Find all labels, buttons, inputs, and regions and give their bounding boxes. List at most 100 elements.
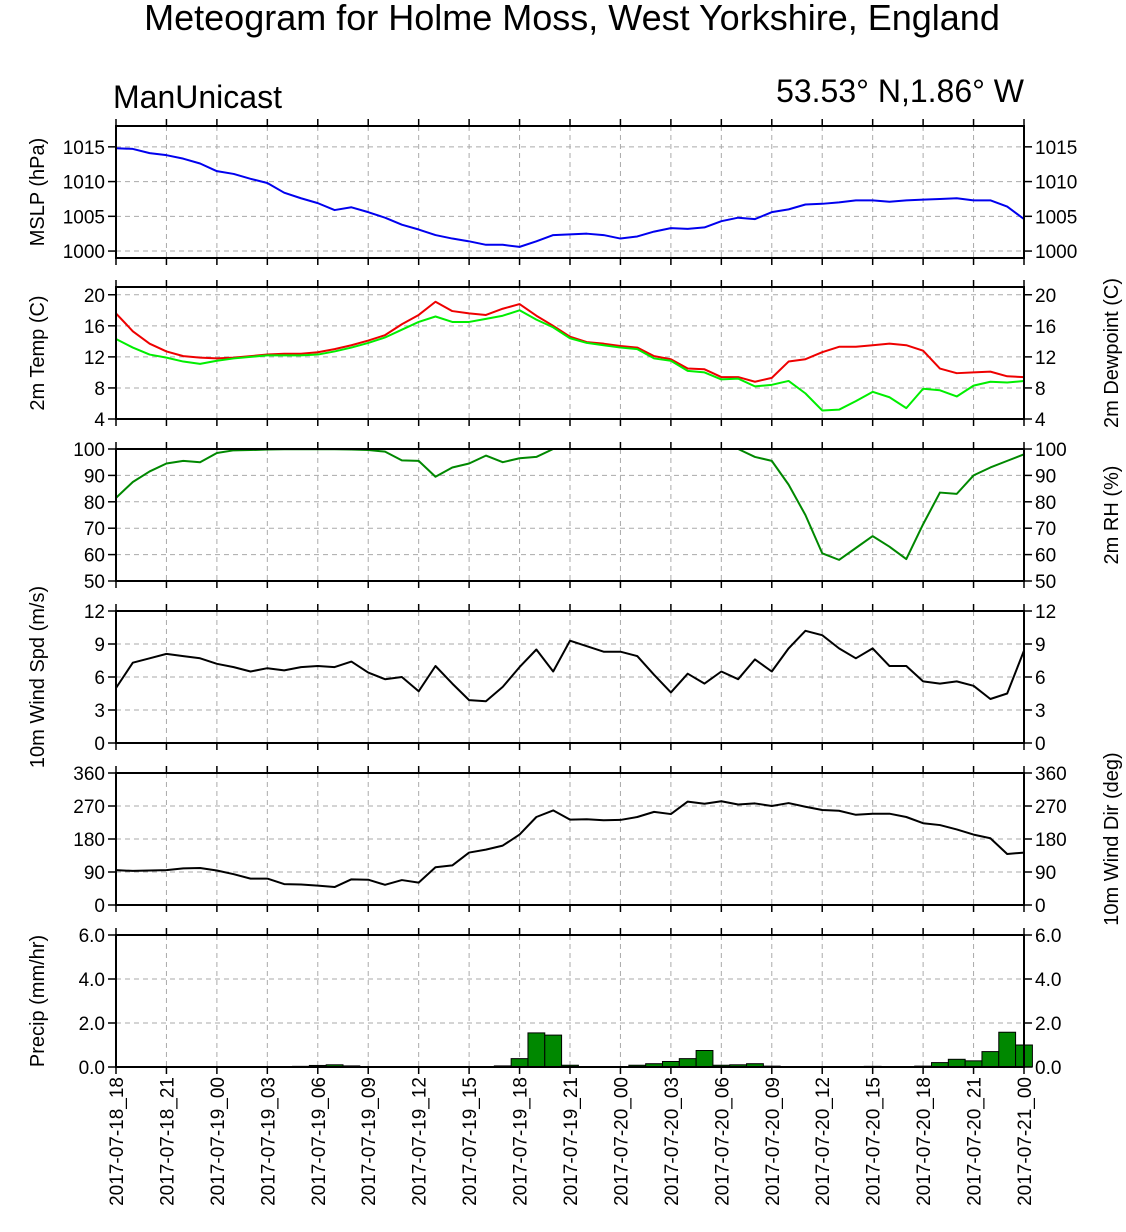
x-tick-label: 2017-07-20_21 [965, 1077, 986, 1206]
y-tick-label-left: 0 [94, 734, 105, 755]
y-tick-label-right: 90 [1035, 466, 1056, 487]
y-tick-label-right: 1010 [1035, 173, 1077, 194]
x-tick-label: 2017-07-18_21 [157, 1077, 178, 1206]
x-tick-label: 2017-07-20_12 [813, 1077, 834, 1206]
x-tick-label: 2017-07-20_06 [712, 1077, 733, 1206]
y-tick-label-right: 4.0 [1035, 970, 1061, 991]
y-tick-label-right: 60 [1035, 546, 1056, 567]
x-tick-label: 2017-07-19_12 [410, 1077, 431, 1206]
y-tick-label-left: 8 [94, 379, 105, 400]
precip-bar [678, 1058, 697, 1068]
y-tick-label-left: 70 [84, 519, 105, 540]
y-tick-label-right: 8 [1035, 379, 1046, 400]
y-tick-label-right: 360 [1035, 764, 1067, 785]
precip-bar [998, 1031, 1017, 1068]
mslp-line [115, 147, 1025, 248]
y-tick-label-left: 0.0 [79, 1058, 105, 1079]
y-tick-label-left: 1000 [63, 242, 105, 263]
x-tick-label: 2017-07-19_09 [359, 1077, 380, 1206]
precip-bar [981, 1051, 1000, 1068]
y-tick-label-left: 16 [84, 317, 105, 338]
y-tick-label-right: 20 [1035, 286, 1056, 307]
grid [116, 126, 1024, 258]
y-tick-label-right: 100 [1035, 440, 1067, 461]
y-tick-label-left: 80 [84, 493, 105, 514]
x-tick-label: 2017-07-19_03 [258, 1077, 279, 1206]
y-tick-label-left: 6.0 [79, 926, 105, 947]
y-axis-label-right: 2m Dewpoint (C) [1101, 278, 1123, 428]
grid [116, 449, 1024, 581]
y-tick-label-right: 0.0 [1035, 1058, 1061, 1079]
x-axis: 2017-07-18_18 2017-07-18_21 2017-07-19_00 2… [107, 1077, 1036, 1206]
y-tick-label-left: 20 [84, 286, 105, 307]
y-axis-label-right: 10m Wind Dir (deg) [1101, 752, 1123, 925]
x-tick-label: 2017-07-20_03 [662, 1077, 683, 1206]
grid [116, 287, 1024, 419]
precip-bar [544, 1034, 563, 1068]
panel-rh: 50 50 60 60 70 70 80 80 90 90 100 100 2m RH (%) [73, 440, 1123, 593]
x-tick-label: 2017-07-20_15 [864, 1077, 885, 1206]
y-axis-label-left: MSLP (hPa) [27, 138, 49, 247]
y-tick-label-left: 6 [94, 668, 105, 689]
x-tick-label: 2017-07-19_18 [511, 1077, 532, 1206]
y-tick-label-right: 90 [1035, 863, 1056, 884]
y-tick-label-left: 90 [84, 466, 105, 487]
y-tick-label-right: 3 [1035, 701, 1046, 722]
y-tick-label-right: 6.0 [1035, 926, 1061, 947]
y-tick-label-left: 1015 [63, 138, 105, 159]
y-tick-label-left: 60 [84, 546, 105, 567]
x-tick-label: 2017-07-20_18 [914, 1077, 935, 1206]
y-tick-label-left: 100 [73, 440, 105, 461]
x-tick-label: 2017-07-19_06 [309, 1077, 330, 1206]
y-tick-label-right: 6 [1035, 668, 1046, 689]
y-tick-label-left: 12 [84, 348, 105, 369]
y-tick-label-right: 1015 [1035, 138, 1077, 159]
y-tick-label-left: 1005 [63, 207, 105, 228]
y-tick-label-left: 9 [94, 635, 105, 656]
grid [116, 611, 1024, 743]
y-tick-label-left: 12 [84, 602, 105, 623]
wind-direction-line [115, 800, 1025, 889]
y-tick-label-right: 12 [1035, 348, 1056, 369]
y-tick-label-right: 80 [1035, 493, 1056, 514]
y-tick-label-left: 50 [84, 572, 105, 593]
y-tick-label-right: 70 [1035, 519, 1056, 540]
y-tick-label-right: 50 [1035, 572, 1056, 593]
x-tick-label: 2017-07-19_15 [460, 1077, 481, 1206]
y-axis-label-left: 10m Wind Spd (m/s) [27, 586, 49, 768]
y-tick-label-left: 4 [94, 410, 105, 431]
grid [116, 773, 1024, 905]
y-axis-label-left: Precip (mm/hr) [27, 935, 49, 1067]
dewpoint-line [115, 309, 1025, 412]
coordinates: 53.53° N,1.86° W [776, 73, 1025, 109]
y-tick-label-right: 9 [1035, 635, 1046, 656]
wind-speed-line [115, 629, 1025, 703]
y-tick-label-left: 90 [84, 863, 105, 884]
x-tick-label: 2017-07-20_00 [611, 1077, 632, 1206]
y-tick-label-left: 0 [94, 896, 105, 917]
x-tick-label: 2017-07-21_00 [1015, 1077, 1036, 1206]
precip-bar [695, 1050, 714, 1068]
panel-temp: 4 4 8 8 12 12 16 16 20 20 2m Temp (C) 2m Dewpoint (… [27, 278, 1123, 431]
precip-bar [947, 1058, 966, 1068]
y-tick-label-right: 0 [1035, 896, 1046, 917]
y-axis-label-left: 2m Temp (C) [27, 295, 49, 410]
y-tick-label-left: 4.0 [79, 970, 105, 991]
y-tick-label-right: 1000 [1035, 242, 1077, 263]
y-tick-label-left: 360 [73, 764, 105, 785]
x-tick-label: 2017-07-20_09 [763, 1077, 784, 1206]
panel-mslp: 1000 1000 1005 1005 1010 1010 1015 1015 MSLP (hP… [27, 119, 1077, 265]
panel-wind-dir: 0 0 90 90 180 180 270 270 360 360 10m Wind Dir (de… [73, 752, 1123, 925]
grid [116, 935, 1024, 1067]
chart-title: Meteogram for Holme Moss, West Yorkshire… [144, 0, 1000, 38]
x-tick-label: 2017-07-18_18 [107, 1077, 128, 1206]
x-tick-label: 2017-07-19_00 [208, 1077, 229, 1206]
y-tick-label-right: 1005 [1035, 207, 1077, 228]
y-tick-label-right: 180 [1035, 830, 1067, 851]
y-tick-label-left: 2.0 [79, 1014, 105, 1035]
precip-bar [510, 1058, 529, 1068]
model-name: ManUnicast [113, 79, 282, 115]
y-tick-label-right: 2.0 [1035, 1014, 1061, 1035]
y-tick-label-right: 4 [1035, 410, 1046, 431]
